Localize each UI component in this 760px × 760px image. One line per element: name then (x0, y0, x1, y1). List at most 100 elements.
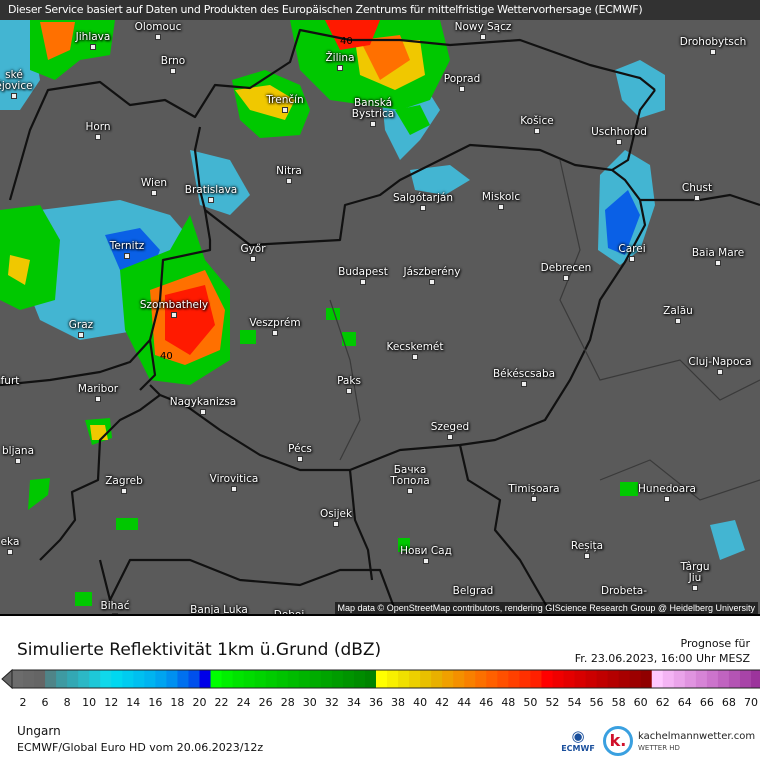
legend-frame (11, 669, 760, 689)
precipitation-areas (0, 20, 745, 606)
model-run-label: ECMWF/Global Euro HD vom 20.06.2023/12z (17, 741, 264, 754)
legend-color-swatch (640, 670, 653, 688)
city-label: Virovitica (209, 473, 259, 485)
region-label: Ungarn (17, 724, 61, 738)
city-label: Poprad (443, 73, 481, 85)
legend-color-swatch (276, 670, 289, 688)
city-marker (90, 44, 96, 50)
city-marker (563, 275, 569, 281)
city-label: Uschhorod (591, 126, 647, 138)
legend-color-swatch (717, 670, 730, 688)
legend-color-swatch (728, 670, 741, 688)
city-marker (112, 613, 118, 614)
legend-color-swatch (23, 670, 35, 688)
legend-color-swatch (607, 670, 620, 688)
city-label: Reșița (570, 540, 604, 552)
city-label: Szeged (430, 421, 470, 433)
legend-color-swatch (651, 670, 664, 688)
city-marker (664, 496, 670, 502)
city-marker (521, 381, 527, 387)
legend-color-swatch (67, 670, 79, 688)
legend-color-swatch (442, 670, 454, 688)
city-marker (95, 396, 101, 402)
brand-subtitle: WETTER HD (638, 744, 680, 752)
city-label: Hunedoara (638, 483, 696, 495)
city-label: Szombathely (139, 299, 209, 311)
legend-tick-label: 8 (63, 696, 71, 709)
city-label: Zalău (663, 305, 693, 317)
legend-tick-label: 32 (324, 696, 339, 709)
legend-color-swatch (695, 670, 708, 688)
legend-color-swatch (662, 670, 675, 688)
city-label: Chust (681, 182, 713, 194)
city-marker (231, 486, 237, 492)
city-marker (121, 488, 127, 494)
map-attribution[interactable]: Map data © OpenStreetMap contributors, r… (334, 602, 758, 614)
brand-name[interactable]: kachelmannwetter.com (638, 731, 756, 742)
city-label: Žilina (325, 52, 355, 64)
city-label: Belgrad (452, 585, 494, 597)
city-marker (151, 190, 157, 196)
kachelmann-logo[interactable]: k. (603, 726, 633, 756)
city-marker (11, 93, 17, 99)
city-marker (297, 456, 303, 462)
legend-tick-label: 58 (611, 696, 626, 709)
city-marker (498, 204, 504, 210)
city-marker (124, 253, 130, 259)
city-label: Miskolc (481, 191, 521, 203)
isoline-label: 40 (340, 36, 353, 47)
legend-color-swatch (155, 670, 167, 688)
city-marker (370, 121, 376, 127)
legend-tick-label: 24 (236, 696, 251, 709)
city-label: Békéscsaba (492, 368, 556, 380)
legend-tick-label: 34 (346, 696, 361, 709)
city-label: Kecskemét (386, 341, 444, 353)
legend-tick-label: 50 (523, 696, 538, 709)
ecmwf-notice-banner: Dieser Service basiert auf Daten und Pro… (0, 0, 760, 20)
city-label: furt (0, 375, 20, 387)
city-marker (15, 458, 21, 464)
legend-color-swatch (706, 670, 719, 688)
legend-color-swatch (364, 670, 377, 688)
legend-color-swatch (398, 670, 410, 688)
legend-color-swatch (199, 670, 212, 688)
legend-color-swatch (331, 670, 344, 688)
legend-color-swatch (409, 670, 421, 688)
city-marker (715, 260, 721, 266)
legend-tick-label: 40 (413, 696, 428, 709)
city-marker (407, 488, 413, 494)
city-marker (447, 434, 453, 440)
city-marker (480, 34, 486, 40)
city-marker (250, 256, 256, 262)
city-label: Nowy Sącz (454, 21, 512, 33)
legend-tick-label: 28 (280, 696, 295, 709)
legend-tick-label: 22 (214, 696, 229, 709)
legend-tick-label: 70 (743, 696, 758, 709)
city-marker (7, 549, 13, 555)
city-label: ské ějovice (0, 69, 33, 92)
ecmwf-logo-text: ECMWF (561, 744, 595, 753)
borders (0, 28, 760, 613)
city-marker (420, 205, 426, 211)
legend-tick-label: 38 (391, 696, 406, 709)
city-label: Győr (240, 243, 266, 255)
legend-color-swatch (188, 670, 201, 688)
city-marker (346, 388, 352, 394)
legend-tick-label: 54 (567, 696, 582, 709)
weather-map[interactable]: Olomouc Nowy Sącz Jihlava Brno ské ějovice Ži… (0, 0, 760, 616)
isoline-label: 40 (160, 351, 173, 362)
legend-tick-label: 68 (721, 696, 736, 709)
legend-tick-label: 14 (126, 696, 141, 709)
legend-color-swatch (541, 670, 553, 688)
city-marker (675, 318, 681, 324)
city-label: Bratislava (184, 184, 238, 196)
legend-color-swatch (287, 670, 300, 688)
city-label: bljana (1, 445, 35, 457)
city-label: Jászberény (403, 266, 461, 278)
legend-color-swatch (486, 670, 498, 688)
legend-tick-label: 52 (545, 696, 560, 709)
legend-color-swatch (34, 670, 46, 688)
legend-color-swatch (78, 670, 90, 688)
city-marker (459, 86, 465, 92)
legend-color-swatch (243, 670, 256, 688)
